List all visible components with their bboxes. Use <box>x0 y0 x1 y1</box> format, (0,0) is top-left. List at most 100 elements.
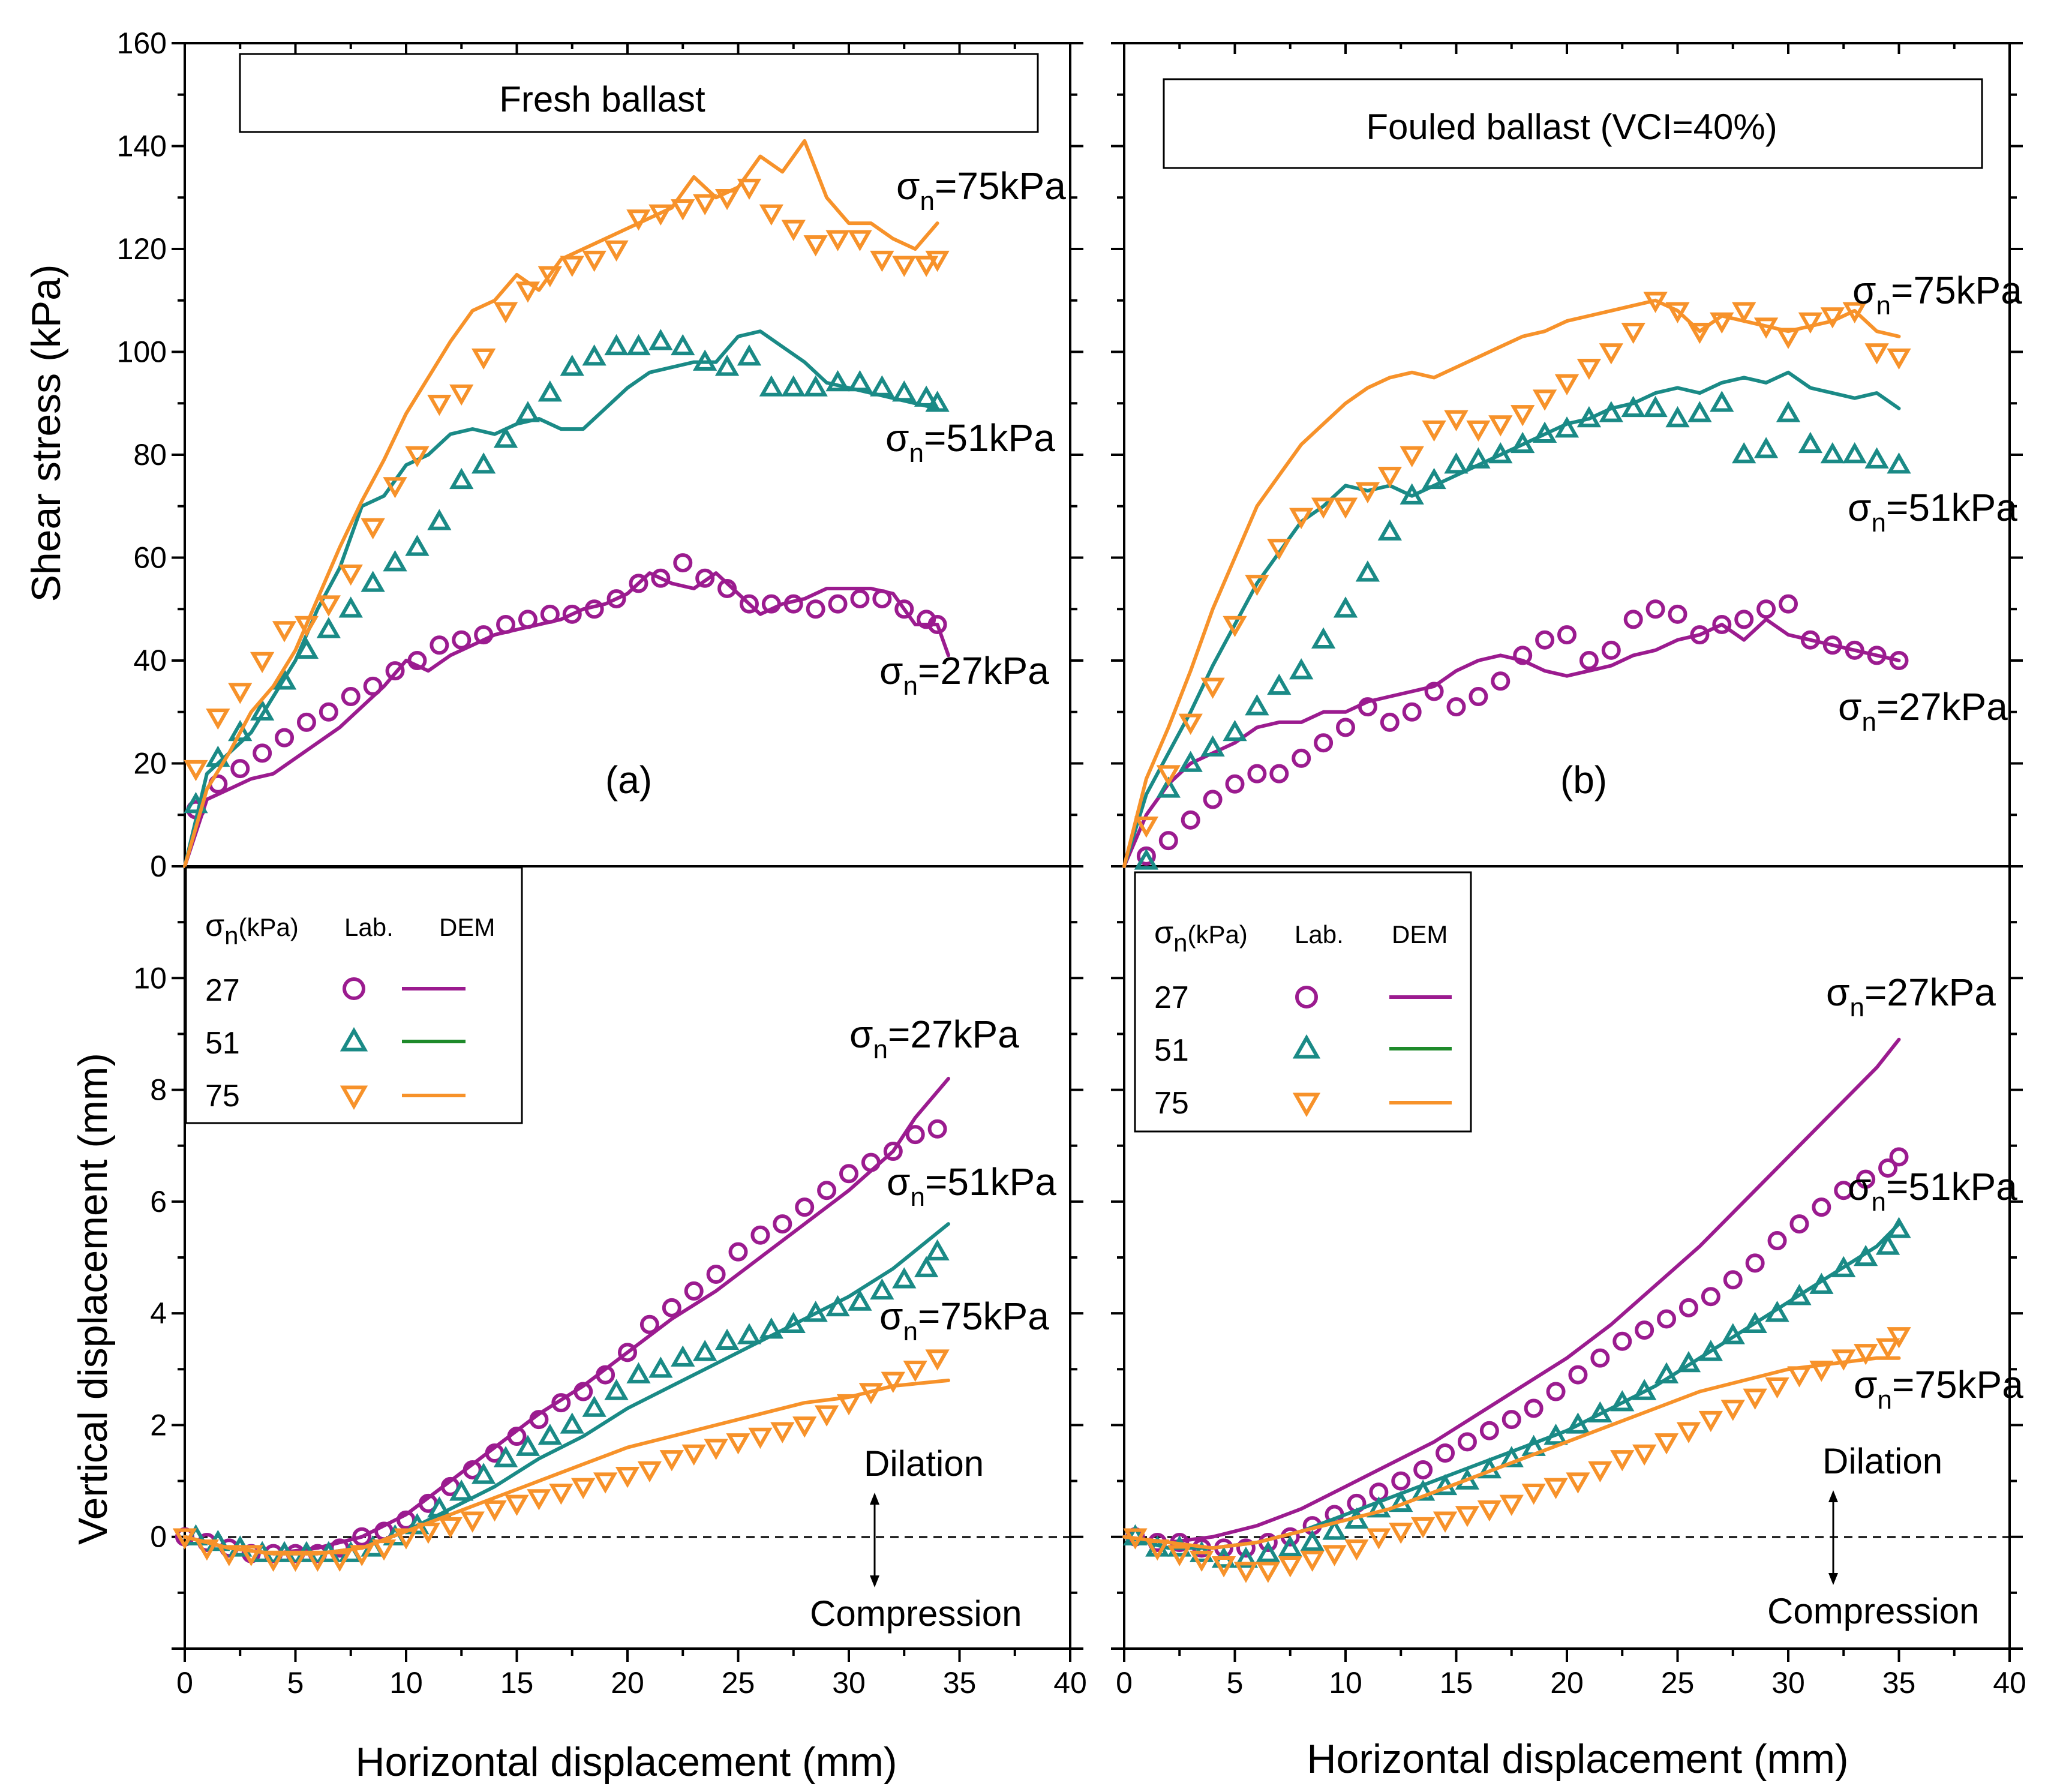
legend-marker-75 <box>1292 1092 1321 1118</box>
axis-ticks: 0 5 10 15 20 25 30 35 40 0 5 10 15 20 25 30 35 4002040608… <box>117 26 2026 1700</box>
data-point-75-lab <box>294 616 319 638</box>
data-point-51-lab <box>1710 391 1734 412</box>
data-point-51-lab <box>515 401 540 422</box>
data-point-75-lab <box>206 709 230 730</box>
data-point-51-lab <box>582 344 606 366</box>
y-tick-label: 80 <box>133 438 167 472</box>
data-point-51-lab <box>604 334 629 356</box>
data-point-75-lab <box>1864 343 1889 365</box>
svg-text:σn=75kPa: σn=75kPa <box>1852 269 2022 320</box>
panel-a-bottom-series <box>172 1076 950 1572</box>
data-point-51-lab <box>1245 694 1269 716</box>
data-point-27-lab <box>684 1281 704 1301</box>
title-box-left <box>239 53 1039 133</box>
data-point-51-lab <box>1621 395 1645 418</box>
data-point-51-lab <box>272 668 297 690</box>
data-point-51-lab <box>1223 720 1247 742</box>
svg-text:σn=27kPa: σn=27kPa <box>1838 685 2008 737</box>
data-point-75-lab <box>1156 765 1181 787</box>
data-point-27-lab <box>1779 594 1798 614</box>
x-tick-label: 40 <box>1053 1666 1087 1700</box>
dilation-arrowhead-right-up <box>1828 1490 1838 1502</box>
data-point-51-lab <box>648 1356 673 1378</box>
data-point-51-lab <box>1333 596 1358 618</box>
data-point-51-lab <box>1654 1362 1679 1383</box>
data-point-75-lab <box>1389 1523 1413 1544</box>
data-point-75-lab <box>925 250 950 272</box>
data-point-75-lab <box>1245 575 1269 596</box>
svg-text:σn=51kPa: σn=51kPa <box>1848 1165 2017 1217</box>
data-point-51-lab <box>1831 1256 1856 1277</box>
data-point-75-lab <box>438 1517 463 1539</box>
series-line-27-dem <box>183 1076 950 1556</box>
data-point-75-lab <box>726 1433 750 1455</box>
data-point-51-lab <box>1698 1340 1723 1361</box>
x-tick-label: 30 <box>832 1666 866 1700</box>
data-point-75-lab <box>737 178 762 200</box>
data-point-75-lab <box>471 348 496 370</box>
series-line-51-dem <box>183 329 939 868</box>
data-point-51-lab <box>1178 751 1203 772</box>
data-point-51-lab <box>1864 447 1889 469</box>
data-point-51-lab <box>870 1278 894 1300</box>
data-point-75-lab <box>914 256 939 277</box>
x-tick-label: 20 <box>611 1666 644 1700</box>
data-point-75-lab <box>1687 322 1712 344</box>
data-point-75-lab <box>814 1405 839 1427</box>
legend-marker-27 <box>1295 986 1318 1008</box>
svg-text:σn=51kPa: σn=51kPa <box>887 1160 1056 1212</box>
data-point-75-lab <box>316 595 341 617</box>
data-point-51-lab <box>1377 519 1402 541</box>
data-point-75-lab <box>792 1416 817 1438</box>
data-point-27-lab <box>1812 1197 1831 1217</box>
data-point-75-lab <box>405 446 430 468</box>
data-point-75-lab <box>449 384 474 406</box>
data-point-51-lab <box>405 535 430 556</box>
data-point-27-lab <box>1678 1298 1698 1317</box>
data-point-27-lab <box>1292 748 1311 768</box>
data-point-75-lab <box>1311 497 1336 519</box>
series-line-27-dem <box>1122 1037 1901 1544</box>
x-tick-label: 10 <box>389 1666 423 1700</box>
data-point-27-lab <box>1612 1331 1632 1351</box>
data-point-51-lab <box>1643 395 1668 418</box>
data-point-51-lab <box>781 375 806 397</box>
data-point-75-lab <box>482 1500 507 1522</box>
data-point-27-lab <box>296 712 316 732</box>
sigma-label-a-bottom-75: σn=75kPa <box>879 1295 1049 1346</box>
svg-text:75: 75 <box>205 1079 240 1113</box>
data-point-27-lab <box>1446 697 1466 717</box>
data-point-75-lab <box>1377 467 1402 488</box>
data-point-27-lab <box>1269 764 1289 784</box>
xlabel-left: Horizontal displacement (mm) <box>355 1739 897 1785</box>
data-point-75-lab <box>1599 343 1623 365</box>
data-point-75-lab <box>427 395 452 416</box>
data-point-75-lab <box>1532 389 1557 411</box>
data-point-75-lab <box>1200 677 1225 699</box>
data-point-51-lab <box>1289 658 1314 680</box>
data-point-75-lab <box>1588 1461 1612 1482</box>
data-point-75-lab <box>1732 302 1756 323</box>
legend-marker-75 <box>340 1085 368 1110</box>
xlabel-right: Horizontal displacement (mm) <box>1307 1736 1848 1782</box>
x-tick-label: 10 <box>1329 1666 1362 1700</box>
data-point-27-lab <box>1546 1382 1566 1401</box>
series-layer <box>172 139 1911 1583</box>
data-point-75-lab <box>848 230 872 251</box>
data-point-51-lab <box>1200 735 1225 757</box>
data-point-75-lab <box>1422 420 1446 442</box>
data-point-51-lab <box>1842 442 1867 464</box>
sigma-label-b-51: σn=51kPa <box>1848 486 2017 538</box>
data-point-75-lab <box>1178 713 1203 735</box>
data-point-27-lab <box>1712 614 1732 634</box>
data-point-51-lab <box>848 370 872 392</box>
data-point-51-lab <box>361 571 385 592</box>
series-line-27-dem <box>1122 617 1901 868</box>
svg-text:σn=51kPa: σn=51kPa <box>1848 486 2017 538</box>
data-point-75-lab <box>692 194 717 215</box>
data-point-27-lab <box>1645 599 1665 619</box>
sigma-label-a-27: σn=27kPa <box>879 649 1049 701</box>
data-point-51-lab <box>250 699 275 721</box>
data-point-75-lab <box>560 256 584 277</box>
data-point-27-lab <box>562 604 582 624</box>
